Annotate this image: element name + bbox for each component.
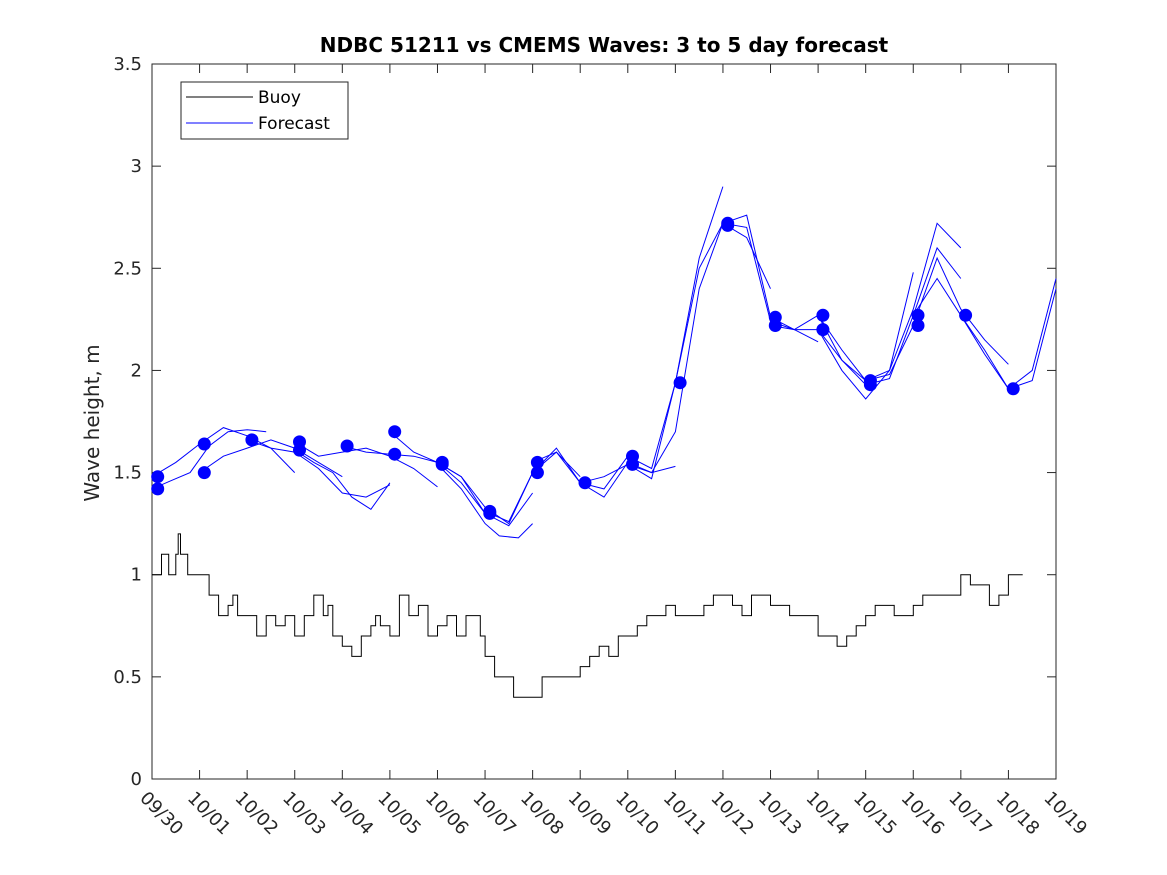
forecast-marker xyxy=(388,425,402,439)
forecast-marker xyxy=(626,457,639,471)
forecast-marker xyxy=(530,466,544,480)
x-tick-label: 10/05 xyxy=(373,788,425,840)
x-tick-label: 10/17 xyxy=(944,788,996,840)
forecast-marker xyxy=(151,470,165,484)
x-tick-label: 10/18 xyxy=(992,788,1044,840)
forecast-line xyxy=(199,439,343,478)
buoy-line xyxy=(152,533,1023,698)
x-tick-label: 09/30 xyxy=(135,788,187,840)
x-tick-label: 10/14 xyxy=(802,788,854,840)
forecast-line xyxy=(247,439,391,498)
forecast-marker xyxy=(340,439,354,453)
x-tick-label: 10/10 xyxy=(611,788,663,840)
x-tick-label: 10/02 xyxy=(231,788,283,840)
forecast-line xyxy=(389,431,534,527)
x-tick-label: 10/07 xyxy=(469,788,521,840)
forecast-marker xyxy=(816,308,830,322)
forecast-line xyxy=(817,246,962,386)
forecast-line xyxy=(865,256,1009,382)
forecast-marker xyxy=(293,443,306,457)
y-axis: 0 0.5 1 1.5 2 2.5 3 3.5 xyxy=(113,54,1056,790)
forecast-marker xyxy=(1006,382,1020,396)
legend-buoy-label: Buoy xyxy=(258,88,301,108)
x-tick-label: 10/08 xyxy=(516,788,568,840)
y-tick-label: 2 xyxy=(131,360,142,381)
forecast-marker xyxy=(197,466,211,480)
y-tick-label: 1.5 xyxy=(113,463,142,484)
forecast-marker xyxy=(483,506,497,520)
x-tick-label: 10/15 xyxy=(849,788,901,840)
y-tick-label: 3 xyxy=(131,156,142,177)
forecast-line xyxy=(294,449,391,510)
forecast-marker xyxy=(530,455,544,469)
y-tick-label: 1 xyxy=(131,565,142,586)
x-tick-label: 10/09 xyxy=(564,788,616,840)
chart-title: NDBC 51211 vs CMEMS Waves: 3 to 5 day fo… xyxy=(320,33,889,57)
y-axis-label: Wave height, m xyxy=(80,344,104,501)
x-tick-label: 10/12 xyxy=(706,788,758,840)
x-tick-label: 10/16 xyxy=(897,788,949,840)
forecast-marker xyxy=(435,457,449,471)
y-tick-label: 0.5 xyxy=(113,667,142,688)
forecast-line xyxy=(912,277,1057,390)
legend-forecast-label: Forecast xyxy=(258,114,330,134)
forecast-line xyxy=(294,441,438,488)
forecast-marker xyxy=(816,323,830,337)
y-tick-label: 0 xyxy=(131,769,142,790)
buoy-series xyxy=(152,533,1023,698)
forecast-marker xyxy=(959,308,973,322)
forecast-marker xyxy=(673,376,687,390)
x-tick-label: 10/11 xyxy=(659,788,711,840)
forecast-marker xyxy=(388,447,402,461)
forecast-marker xyxy=(721,218,735,232)
forecast-line xyxy=(817,222,962,382)
forecast-marker xyxy=(151,482,165,496)
x-tick-label: 10/06 xyxy=(421,788,473,840)
forecast-marker xyxy=(245,433,259,447)
forecast-line xyxy=(484,447,629,523)
forecast-markers xyxy=(151,216,1020,520)
x-tick-label: 10/01 xyxy=(183,788,235,840)
forecast-marker xyxy=(911,308,925,322)
y-tick-label: 3.5 xyxy=(113,54,142,75)
forecast-marker xyxy=(911,319,925,332)
x-tick-label: 10/03 xyxy=(278,788,330,840)
legend: Buoy Forecast xyxy=(180,81,349,140)
x-tick-label: 10/04 xyxy=(326,788,378,840)
forecast-line xyxy=(437,464,533,539)
x-tick-label: 10/13 xyxy=(754,788,806,840)
plot-area xyxy=(151,63,1057,780)
y-tick-label: 2.5 xyxy=(113,258,142,279)
x-tick-label: 10/19 xyxy=(1039,788,1091,840)
forecast-series xyxy=(151,186,1057,539)
forecast-marker xyxy=(197,437,211,451)
legend-box xyxy=(180,81,349,140)
forecast-marker xyxy=(863,378,877,392)
forecast-line xyxy=(580,186,724,484)
forecast-line xyxy=(627,222,771,470)
forecast-marker xyxy=(578,476,592,490)
forecast-marker xyxy=(768,319,782,332)
